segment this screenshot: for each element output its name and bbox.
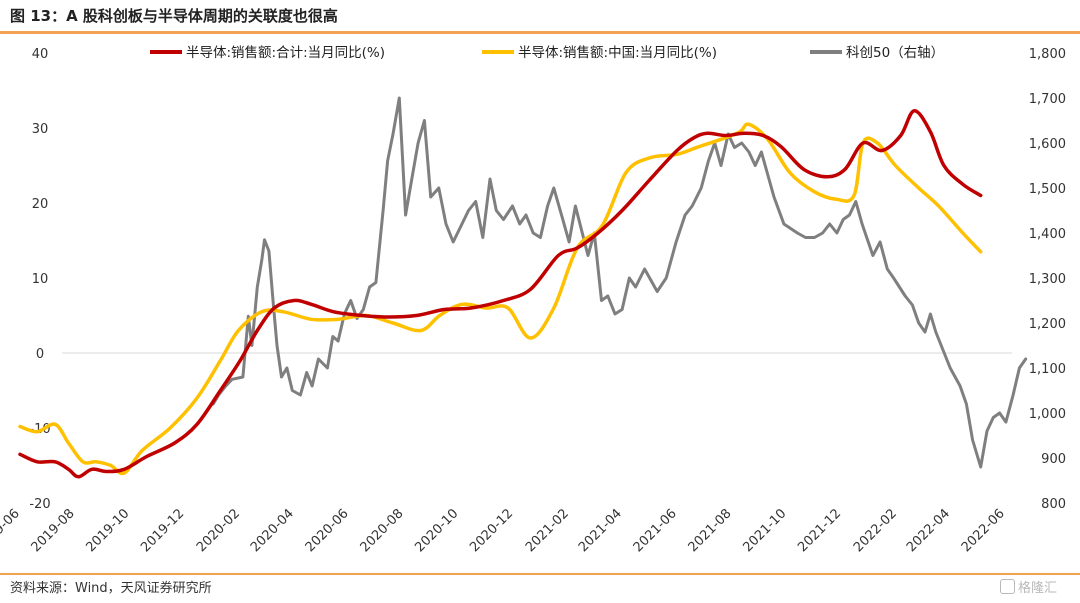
x-tick-label: 2020-08 <box>358 506 407 555</box>
x-tick-label: 2021-12 <box>795 506 844 555</box>
x-tick-label: 2021-08 <box>686 506 735 555</box>
x-tick-label: 2022-04 <box>904 506 953 555</box>
star50-index-line <box>211 96 1028 469</box>
x-tick-label: 2020-10 <box>412 506 461 555</box>
top-divider <box>0 31 1080 34</box>
legend: 半导体:销售额:合计:当月同比(%) 半导体:销售额:中国:当月同比(%) 科创50… <box>150 45 944 61</box>
x-tick-label: 2020-04 <box>248 506 297 555</box>
x-tick-label: 2020-02 <box>194 506 243 555</box>
y-left-tick-label: 0 <box>36 347 44 362</box>
x-tick-label: 2019-12 <box>138 506 187 555</box>
legend-label: 半导体:销售额:合计:当月同比(%) <box>186 45 385 61</box>
x-tick-label: 2021-06 <box>631 506 680 555</box>
y-right-tick-label: 800 <box>1041 497 1066 512</box>
y-axis-right: 1,800 1,700 1,600 1,500 1,400 1,300 1,200 1,100… <box>1029 47 1066 512</box>
x-tick-label: 2021-02 <box>523 506 572 555</box>
watermark-logo-icon <box>1000 579 1015 594</box>
y-left-tick-label: 30 <box>32 122 49 137</box>
legend-label: 半导体:销售额:中国:当月同比(%) <box>518 45 717 61</box>
chart-title: 图 13：A 股科创板与半导体周期的关联度也很高 <box>10 7 338 25</box>
semiconductor-total-yoy-line <box>18 109 983 479</box>
x-tick-label: 2020-06 <box>303 506 352 555</box>
y-right-tick-label: 1,100 <box>1029 362 1066 377</box>
x-tick-label: 2020-12 <box>467 506 516 555</box>
semiconductor-china-yoy-line <box>18 122 983 476</box>
x-tick-label: 2019-08 <box>29 506 78 555</box>
source-note: 资料来源：Wind，天风证券研究所 <box>10 581 212 596</box>
x-tick-label: 2019-10 <box>83 506 132 555</box>
y-left-tick-label: 20 <box>32 197 49 212</box>
bottom-divider <box>0 573 1080 575</box>
y-left-tick-label: 10 <box>32 272 49 287</box>
y-left-tick-label: -20 <box>29 497 50 512</box>
watermark: 格隆汇 <box>1000 578 1057 600</box>
y-right-tick-label: 1,000 <box>1029 407 1066 422</box>
y-right-tick-label: 900 <box>1041 452 1066 467</box>
y-right-tick-label: 1,600 <box>1029 137 1066 152</box>
x-tick-label: 2022-02 <box>851 506 900 555</box>
x-tick-label: 2019-06 <box>0 506 23 555</box>
x-tick-label: 2022-06 <box>959 506 1008 555</box>
y-right-tick-label: 1,400 <box>1029 227 1066 242</box>
y-right-tick-label: 1,500 <box>1029 182 1066 197</box>
y-right-tick-label: 1,800 <box>1029 47 1066 62</box>
y-right-tick-label: 1,300 <box>1029 272 1066 287</box>
y-right-tick-label: 1,200 <box>1029 317 1066 332</box>
y-right-tick-label: 1,700 <box>1029 92 1066 107</box>
series-layer <box>18 96 1028 479</box>
x-axis: 2019-06 2019-08 2019-10 2019-12 2020-02 2020-… <box>0 506 1008 555</box>
y-left-tick-label: 40 <box>32 47 49 62</box>
x-tick-label: 2021-10 <box>740 506 789 555</box>
x-tick-label: 2021-04 <box>576 506 625 555</box>
legend-label: 科创50（右轴） <box>846 45 944 61</box>
watermark-text: 格隆汇 <box>1018 581 1058 596</box>
